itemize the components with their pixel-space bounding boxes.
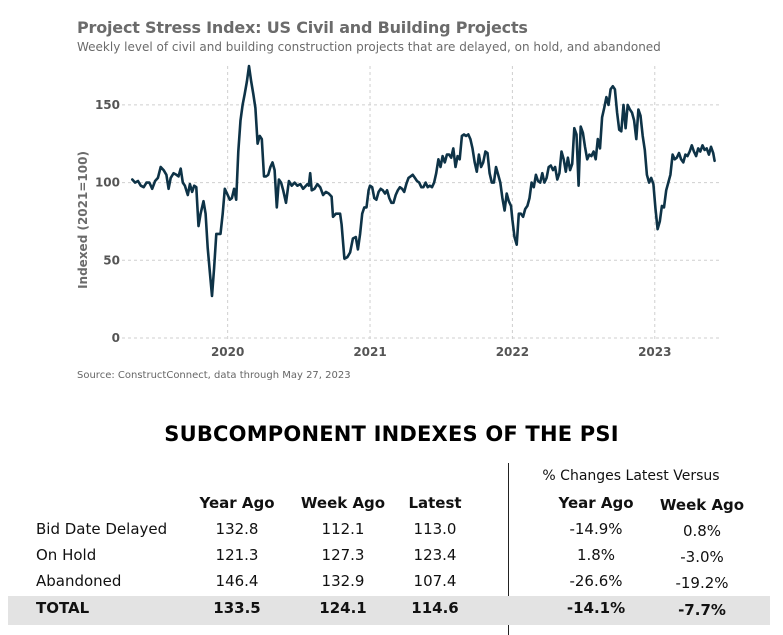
total-cell: 133.5 [213,599,261,617]
x-tick-label: 2022 [496,345,529,359]
pct-change-caption: % Changes Latest Versus [542,468,720,484]
pct-cell: -26.6% [569,572,623,590]
column-header: Year Ago [199,494,275,512]
table-cell: 132.9 [321,572,365,590]
table-cell: 107.4 [413,572,457,590]
total-row-label: TOTAL [36,599,90,617]
table-cell: 146.4 [215,572,259,590]
total-pct-cell: -14.1% [566,599,626,617]
table-cell: 113.0 [413,520,457,538]
y-tick-label: 50 [103,253,120,267]
y-axis-ticks: 0 50 100 150 [95,98,120,345]
table-cell: 132.8 [215,520,259,538]
total-row-band [8,596,770,625]
pct-cell: 0.8% [682,522,722,540]
y-tick-label: 150 [95,98,120,112]
pct-column-header: Year Ago [558,494,634,512]
column-header: Week Ago [300,494,386,512]
y-tick-label: 0 [112,331,120,345]
column-header: Latest [408,494,462,512]
x-tick-label: 2023 [638,345,671,359]
total-cell: 124.1 [319,599,367,617]
pct-cell: -19.2% [675,574,729,592]
chart-grid [122,66,720,340]
table-cell: 127.3 [321,546,365,564]
y-tick-label: 100 [95,176,120,190]
x-tick-label: 2021 [353,345,386,359]
x-axis-ticks: 2020 2021 2022 2023 [211,345,672,359]
y-axis-label: Indexed (2021=100) [76,151,90,289]
table-cell: 123.4 [413,546,457,564]
chart-source-note: Source: ConstructConnect, data through M… [77,370,351,381]
chart-title: Project Stress Index: US Civil and Build… [77,18,528,37]
line-chart: 0 50 100 150 2020 2021 2022 2023 Indexed (2021… [76,64,720,359]
pct-cell: -14.9% [569,520,623,538]
x-tick-label: 2020 [211,345,244,359]
total-cell: 114.6 [411,599,459,617]
pct-cell: 1.8% [576,546,616,564]
row-label: Abandoned [36,572,122,590]
table-divider [508,463,509,635]
pct-cell: -3.0% [680,548,724,566]
chart-subtitle: Weekly level of civil and building const… [77,40,661,54]
row-label: On Hold [36,546,97,564]
table-heading: SUBCOMPONENT INDEXES OF THE PSI [164,422,619,446]
psi-series-line [131,64,716,298]
total-pct-cell: -7.7% [678,601,726,619]
row-label: Bid Date Delayed [36,520,168,538]
table-cell: 121.3 [215,546,259,564]
pct-column-header: Week Ago [659,496,745,514]
table-cell: 112.1 [321,520,365,538]
